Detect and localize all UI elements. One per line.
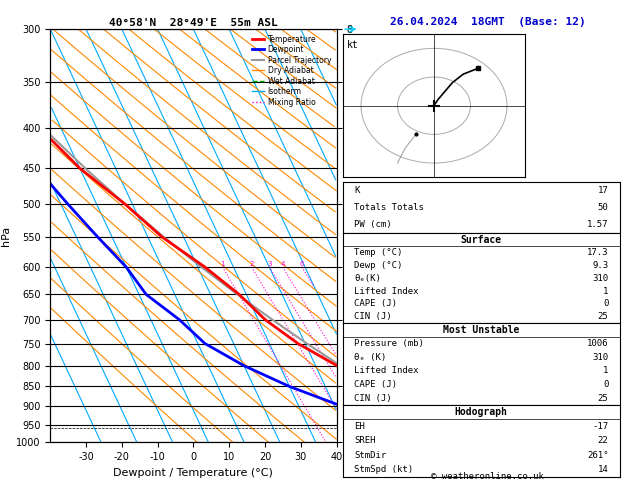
Text: Totals Totals: Totals Totals: [354, 203, 424, 212]
Text: 1: 1: [603, 366, 608, 375]
Text: 310: 310: [593, 274, 608, 283]
Text: 22: 22: [598, 436, 608, 445]
Text: CIN (J): CIN (J): [354, 394, 391, 402]
Text: 310: 310: [593, 353, 608, 362]
Text: 17: 17: [598, 186, 608, 195]
Y-axis label: km
ASL: km ASL: [355, 226, 377, 245]
Text: 2: 2: [249, 261, 253, 267]
Text: SREH: SREH: [354, 436, 376, 445]
Text: Lifted Index: Lifted Index: [354, 287, 418, 295]
Text: 6: 6: [299, 261, 304, 267]
Text: Temp (°C): Temp (°C): [354, 248, 403, 257]
Text: Surface: Surface: [460, 235, 502, 245]
Text: CAPE (J): CAPE (J): [354, 299, 397, 309]
Text: θₑ(K): θₑ(K): [354, 274, 381, 283]
Text: StmSpd (kt): StmSpd (kt): [354, 465, 413, 474]
Text: kt: kt: [347, 40, 358, 50]
Text: θₑ (K): θₑ (K): [354, 353, 386, 362]
Text: 0: 0: [603, 380, 608, 389]
Text: LCL: LCL: [342, 424, 357, 433]
Text: 9.3: 9.3: [593, 261, 608, 270]
Text: 4: 4: [281, 261, 285, 267]
Legend: Temperature, Dewpoint, Parcel Trajectory, Dry Adiabat, Wet Adiabat, Isotherm, Mi: Temperature, Dewpoint, Parcel Trajectory…: [251, 33, 333, 108]
Text: 1.57: 1.57: [587, 220, 608, 229]
Text: Most Unstable: Most Unstable: [443, 325, 520, 335]
Text: -17: -17: [593, 422, 608, 431]
Title: 40°58'N  28°49'E  55m ASL: 40°58'N 28°49'E 55m ASL: [109, 18, 278, 28]
Text: Lifted Index: Lifted Index: [354, 366, 418, 375]
Text: 25: 25: [598, 312, 608, 321]
Text: 50: 50: [598, 203, 608, 212]
Text: Hodograph: Hodograph: [455, 407, 508, 417]
Text: 1: 1: [220, 261, 225, 267]
Text: © weatheronline.co.uk: © weatheronline.co.uk: [431, 472, 544, 481]
Text: PW (cm): PW (cm): [354, 220, 391, 229]
Text: 25: 25: [598, 394, 608, 402]
Text: 26.04.2024  18GMT  (Base: 12): 26.04.2024 18GMT (Base: 12): [389, 17, 586, 27]
Text: 1006: 1006: [587, 339, 608, 348]
Text: 3: 3: [267, 261, 272, 267]
Text: EH: EH: [354, 422, 365, 431]
Text: 17.3: 17.3: [587, 248, 608, 257]
Text: StmDir: StmDir: [354, 451, 386, 460]
Y-axis label: hPa: hPa: [1, 226, 11, 246]
Text: Pressure (mb): Pressure (mb): [354, 339, 424, 348]
Text: Dewp (°C): Dewp (°C): [354, 261, 403, 270]
Text: CIN (J): CIN (J): [354, 312, 391, 321]
Text: 14: 14: [598, 465, 608, 474]
X-axis label: Dewpoint / Temperature (°C): Dewpoint / Temperature (°C): [113, 468, 274, 478]
Text: CAPE (J): CAPE (J): [354, 380, 397, 389]
Text: K: K: [354, 186, 359, 195]
Text: 0: 0: [603, 299, 608, 309]
Text: 261°: 261°: [587, 451, 608, 460]
Text: 1: 1: [603, 287, 608, 295]
